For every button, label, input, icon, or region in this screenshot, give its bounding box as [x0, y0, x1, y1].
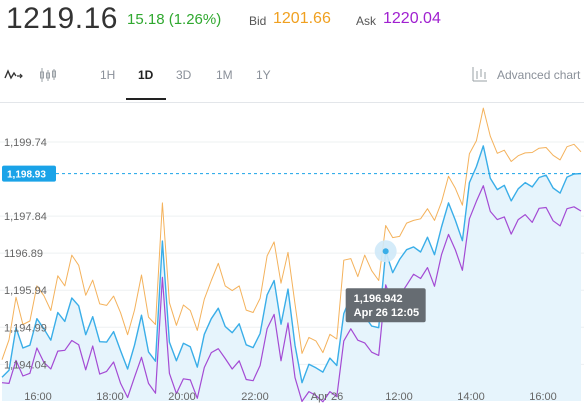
- ask-series-line: [1, 107, 582, 360]
- range-1d-button[interactable]: 1D: [138, 68, 154, 82]
- quote-header: 1219.16 15.18 (1.26%) Bid 1201.66 Ask 12…: [0, 0, 584, 42]
- x-tick-label: 18:00: [96, 391, 124, 403]
- chart-series: [1, 107, 582, 403]
- y-axis: 1,199.74 1,197.84 1196.89 1,195.94 1,194.99 1…: [4, 137, 47, 371]
- y-tick-label: 1,199.74: [4, 137, 47, 149]
- y-tick-label: 1,195.94: [4, 285, 47, 297]
- candlestick-icon[interactable]: [38, 67, 58, 83]
- advanced-chart-icon[interactable]: [472, 66, 488, 82]
- x-tick-label: 20:00: [168, 391, 196, 403]
- hover-point: [382, 248, 389, 255]
- last-price: 1219.16: [6, 2, 118, 35]
- ask-value: 1220.04: [383, 10, 441, 27]
- range-1y-button[interactable]: 1Y: [256, 68, 271, 82]
- price-change: 15.18 (1.26%): [127, 11, 222, 28]
- y-tick-label: 1,194.99: [4, 322, 47, 334]
- x-axis: 16:00 18:00 20:00 22:00 Apr 26 12:00 14:00 16:0…: [24, 391, 557, 403]
- current-price-badge: [2, 165, 56, 182]
- bid-label: Bid: [249, 14, 267, 28]
- chart-overlay: 1,198.93 1,196.942 Apr 26 12:05: [2, 165, 584, 323]
- range-3d-button[interactable]: 3D: [176, 68, 192, 82]
- x-tick-label: 14:00: [457, 391, 485, 403]
- advanced-chart-button[interactable]: Advanced chart: [497, 68, 581, 82]
- x-tick-label: Apr 26: [311, 391, 343, 403]
- tooltip-time: Apr 26 12:05: [354, 307, 419, 319]
- range-1m-button[interactable]: 1M: [216, 68, 233, 82]
- chart-toolbar: 1H 1D 3D 1M 1Y Advanced chart: [0, 58, 584, 103]
- bid-series-line: [1, 185, 582, 403]
- y-tick-label: 1196.89: [4, 248, 43, 260]
- range-1h-button[interactable]: 1H: [100, 68, 116, 82]
- mid-series-area: [2, 145, 581, 401]
- active-range-indicator: [126, 98, 166, 100]
- x-tick-label: 12:00: [385, 391, 413, 403]
- x-tick-label: 16:00: [529, 391, 557, 403]
- x-tick-label: 22:00: [241, 391, 269, 403]
- tooltip: [345, 288, 426, 323]
- y-tick-label: 1,197.84: [4, 211, 47, 223]
- price-chart[interactable]: 1,199.741,197.841196.891,195.941,194.991…: [0, 103, 584, 415]
- line-chart-icon[interactable]: [4, 67, 24, 83]
- y-tick-label: 1,194.04: [4, 359, 47, 371]
- mid-series-line: [1, 145, 582, 384]
- tooltip-value: 1,196.942: [354, 293, 403, 305]
- ask-label: Ask: [356, 14, 377, 28]
- x-tick-label: 16:00: [24, 391, 52, 403]
- bid-value: 1201.66: [273, 10, 331, 27]
- current-price-label: 1,198.93: [7, 170, 46, 181]
